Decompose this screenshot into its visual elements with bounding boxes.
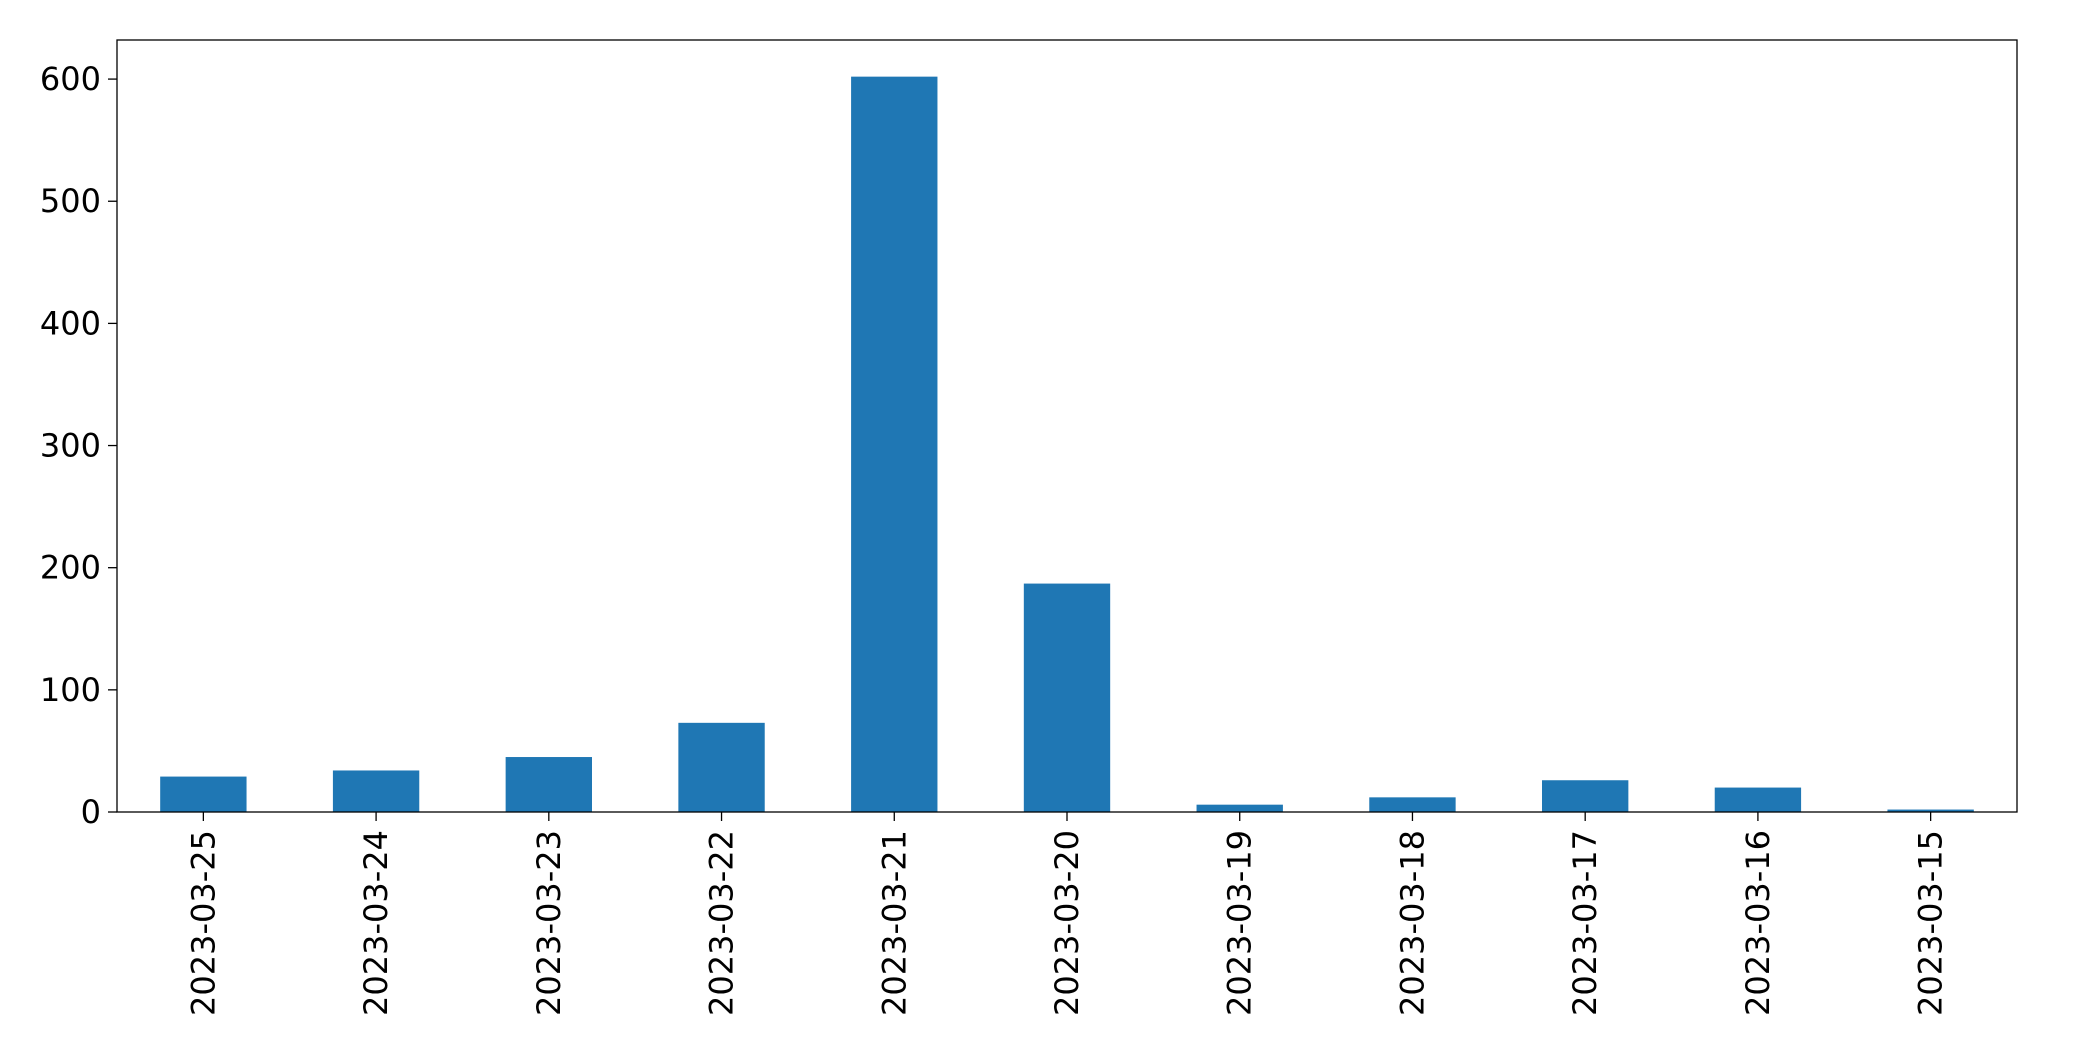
y-tick-label: 500 <box>40 182 101 220</box>
x-tick-label: 2023-03-25 <box>184 830 222 1016</box>
bar-2023-03-15 <box>1887 809 1974 812</box>
bar-2023-03-18 <box>1369 797 1456 812</box>
bar-2023-03-16 <box>1714 787 1802 812</box>
x-tick-label: 2023-03-23 <box>530 830 568 1016</box>
x-tick-label: 2023-03-24 <box>357 830 395 1016</box>
bar-2023-03-17 <box>1542 780 1629 812</box>
y-tick-label: 600 <box>40 60 101 98</box>
x-axis-ticks: 2023-03-25 2023-03-24 2023-03-23 2023-03-22… <box>184 812 1950 1016</box>
y-tick-label: 0 <box>81 793 101 831</box>
y-tick-label: 400 <box>40 304 101 342</box>
x-tick-label: 2023-03-17 <box>1566 830 1604 1016</box>
x-tick-label: 2023-03-22 <box>703 830 741 1016</box>
bar-2023-03-23 <box>505 757 592 812</box>
bar-2023-03-24 <box>332 770 420 812</box>
bar-2023-03-19 <box>1196 804 1283 812</box>
x-tick-label: 2023-03-19 <box>1221 830 1259 1016</box>
bar-2023-03-22 <box>678 722 765 812</box>
x-tick-label: 2023-03-20 <box>1048 830 1086 1016</box>
y-tick-label: 300 <box>40 427 101 465</box>
x-tick-label: 2023-03-15 <box>1912 830 1950 1016</box>
x-tick-label: 2023-03-18 <box>1393 830 1431 1016</box>
y-tick-label: 200 <box>40 549 101 587</box>
bar-2023-03-25 <box>160 776 247 812</box>
x-tick-label: 2023-03-16 <box>1739 830 1777 1016</box>
x-tick-label: 2023-03-21 <box>875 830 913 1016</box>
y-tick-label: 100 <box>40 671 101 709</box>
plot-frame <box>116 39 2018 813</box>
y-axis-ticks: 0 100 200 300 400 500 600 <box>40 60 117 831</box>
bar-2023-03-20 <box>1023 583 1111 812</box>
bar-2023-03-21 <box>851 76 938 812</box>
bars-group <box>160 76 1974 812</box>
